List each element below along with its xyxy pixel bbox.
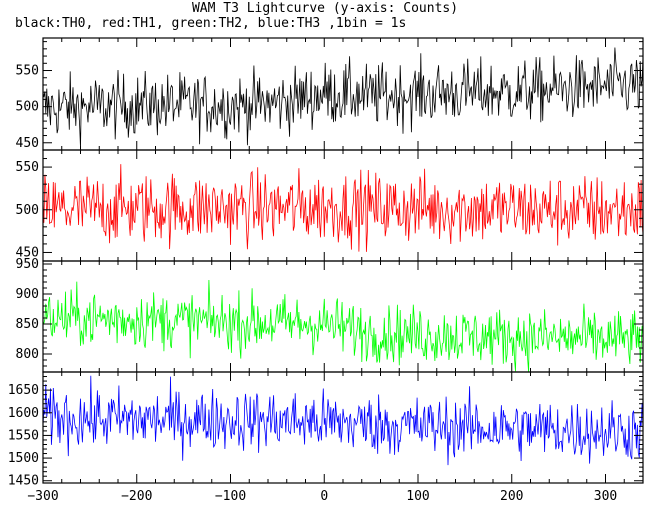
y-tick-label: 1650 <box>8 383 39 398</box>
x-tick-label: −300 <box>27 489 58 504</box>
chart-title: WAM T3 Lightcurve (y-axis: Counts) <box>191 1 459 16</box>
panel-frame-th2 <box>42 260 644 373</box>
y-tick-label: 1500 <box>8 451 39 466</box>
y-tick-label: 450 <box>16 136 39 151</box>
y-tick-label: 1550 <box>8 428 39 443</box>
y-tick-label: 450 <box>16 245 39 260</box>
x-tick-label: 300 <box>594 489 617 504</box>
y-tick-label: 500 <box>16 100 39 115</box>
series-line-th1 <box>43 164 643 252</box>
x-tick-label: −100 <box>215 489 246 504</box>
y-tick-label: 800 <box>16 347 39 362</box>
x-tick-label: 200 <box>500 489 523 504</box>
x-tick-label: 100 <box>406 489 429 504</box>
x-tick-label: 0 <box>320 489 328 504</box>
y-tick-label: 500 <box>16 203 39 218</box>
x-tick-label: −200 <box>121 489 152 504</box>
y-tick-label: 550 <box>16 64 39 79</box>
y-tick-label: 1600 <box>8 406 39 421</box>
y-tick-label: 550 <box>16 160 39 175</box>
series-line-th0 <box>43 47 643 149</box>
series-line-th3 <box>43 375 643 466</box>
series-line-th2 <box>43 279 643 372</box>
y-tick-label: 850 <box>16 317 39 332</box>
y-tick-label: 950 <box>16 257 39 272</box>
y-tick-label: 900 <box>16 287 39 302</box>
y-tick-label: 1450 <box>8 474 39 489</box>
chart-subtitle: black:TH0, red:TH1, green:TH2, blue:TH3 … <box>15 16 407 31</box>
